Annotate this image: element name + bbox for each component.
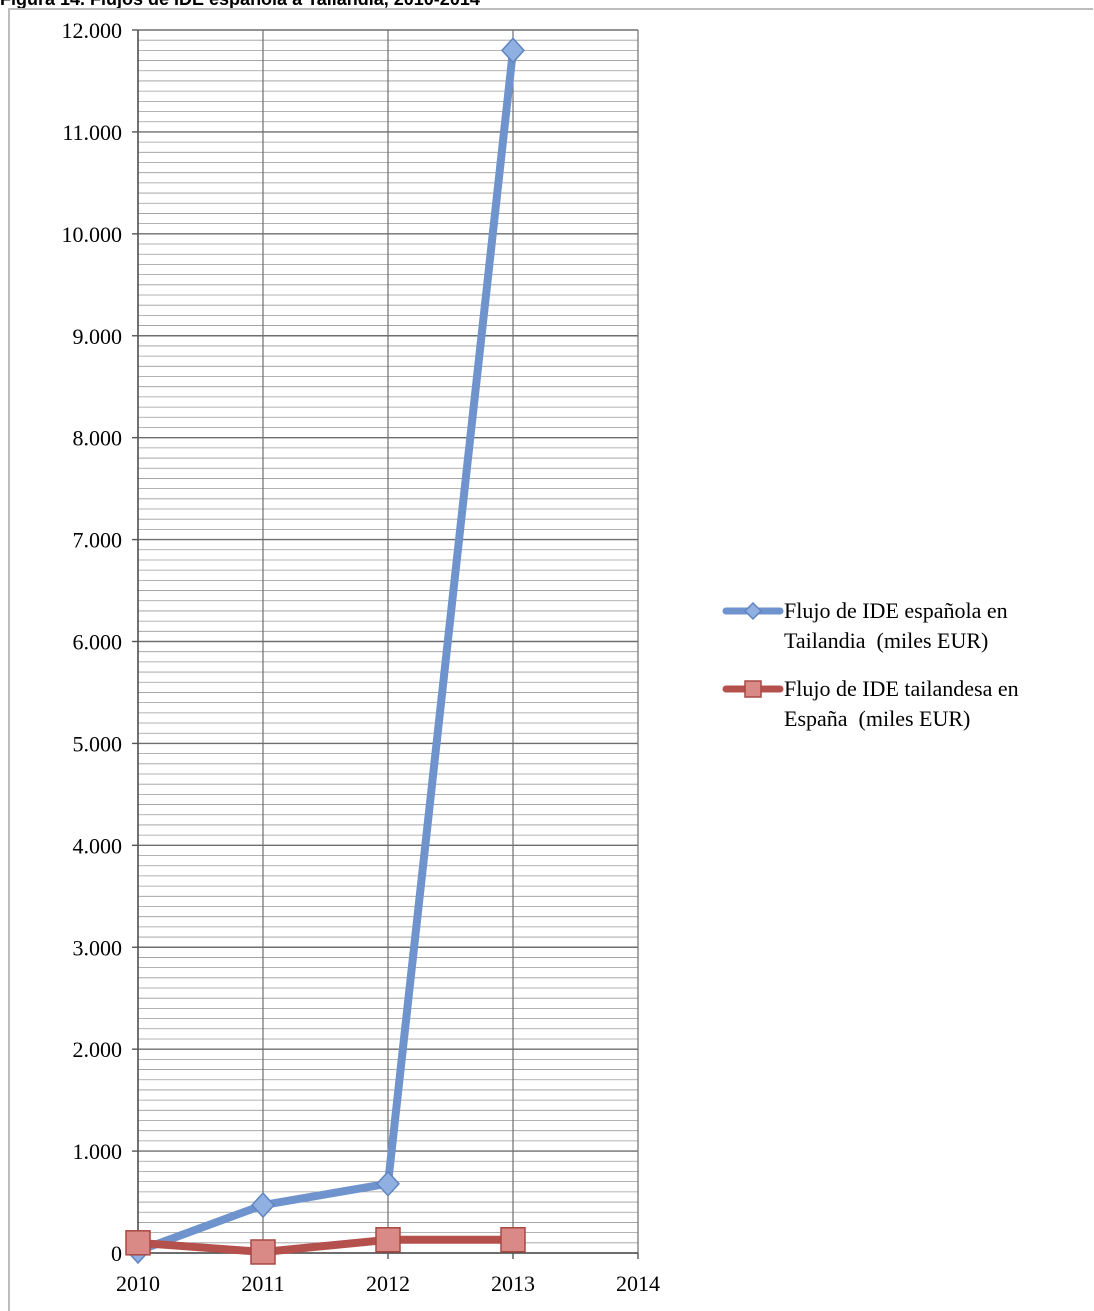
y-tick-label: 1.000 [73,1139,123,1164]
data-point-diamond [500,37,526,64]
legend: Flujo de IDE española en Tailandia (mile… [722,596,1082,752]
series-line-1 [134,1235,517,1256]
figure-title: Figura 14. Flujos de IDE española a Tail… [0,0,480,10]
y-tick-label: 6.000 [73,630,123,655]
chart-frame [8,8,1093,1311]
legend-label-thai-fdi: Flujo de IDE tailandesa en España (miles… [784,676,1025,731]
y-tick-label: 3.000 [73,935,123,960]
legend-swatch-diamond-icon [722,601,784,621]
y-tick-label: 7.000 [73,528,123,553]
legend-label-spanish-fdi: Flujo de IDE española en Tailandia (mile… [784,598,1013,653]
data-point-square [250,1239,276,1265]
x-tick-label: 2010 [116,1271,160,1296]
y-tick-label: 0 [111,1241,122,1266]
data-point-square [375,1227,401,1253]
y-tick-label: 12.000 [62,18,123,43]
x-tick-label: 2014 [616,1271,660,1296]
data-point-diamond [250,1191,276,1219]
y-tick-label: 2.000 [73,1037,123,1062]
y-tick-label: 11.000 [62,120,122,145]
data-point-diamond [375,1170,401,1197]
series-line-0 [134,46,517,1255]
y-tick-label: 4.000 [73,833,123,858]
y-tick-label: 8.000 [73,426,123,451]
data-point-square [500,1227,526,1253]
y-tick-label: 9.000 [73,324,123,349]
legend-item-thai-fdi: Flujo de IDE tailandesa en España (miles… [722,674,1082,732]
legend-swatch-square-icon [722,680,784,698]
x-tick-label: 2011 [241,1271,284,1296]
x-tick-label: 2012 [366,1271,410,1296]
data-point-square [125,1230,151,1256]
x-tick-label: 2013 [491,1271,535,1296]
y-tick-label: 5.000 [73,731,123,756]
y-tick-label: 10.000 [62,222,123,247]
legend-item-spanish-fdi: Flujo de IDE española en Tailandia (mile… [722,596,1082,654]
